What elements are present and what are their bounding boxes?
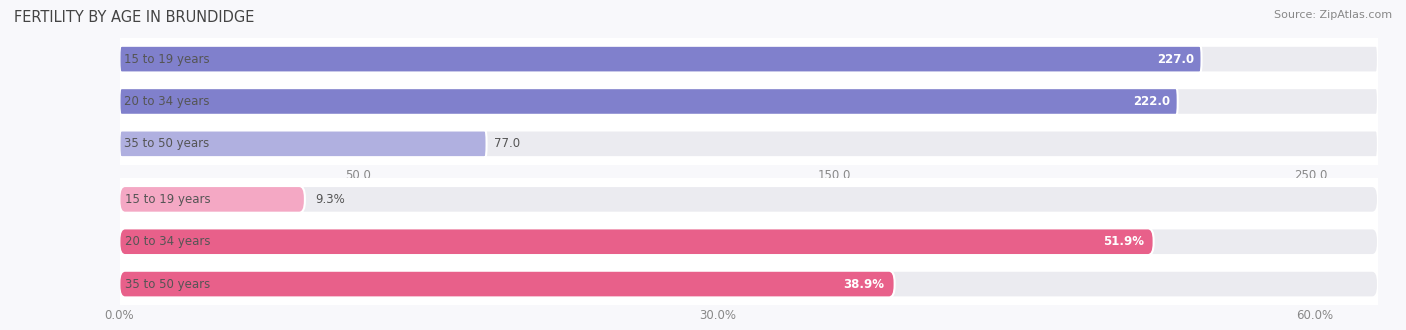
Text: 15 to 19 years: 15 to 19 years — [125, 193, 211, 206]
FancyBboxPatch shape — [120, 88, 1178, 115]
Text: 35 to 50 years: 35 to 50 years — [125, 278, 211, 291]
Text: 35 to 50 years: 35 to 50 years — [124, 137, 209, 150]
Text: 51.9%: 51.9% — [1102, 235, 1143, 248]
FancyBboxPatch shape — [120, 130, 486, 157]
Text: 15 to 19 years: 15 to 19 years — [124, 52, 209, 66]
Text: 20 to 34 years: 20 to 34 years — [125, 235, 211, 248]
FancyBboxPatch shape — [120, 186, 1378, 213]
Text: 227.0: 227.0 — [1157, 52, 1194, 66]
Text: 77.0: 77.0 — [494, 137, 520, 150]
FancyBboxPatch shape — [120, 46, 1378, 73]
Text: 9.3%: 9.3% — [315, 193, 344, 206]
FancyBboxPatch shape — [120, 130, 1378, 157]
Text: FERTILITY BY AGE IN BRUNDIDGE: FERTILITY BY AGE IN BRUNDIDGE — [14, 10, 254, 25]
FancyBboxPatch shape — [120, 88, 1378, 115]
FancyBboxPatch shape — [120, 271, 894, 297]
FancyBboxPatch shape — [120, 46, 1202, 73]
Text: 20 to 34 years: 20 to 34 years — [124, 95, 209, 108]
FancyBboxPatch shape — [120, 228, 1378, 255]
Text: Source: ZipAtlas.com: Source: ZipAtlas.com — [1274, 10, 1392, 20]
Text: 222.0: 222.0 — [1133, 95, 1171, 108]
FancyBboxPatch shape — [120, 186, 305, 213]
FancyBboxPatch shape — [120, 271, 1378, 297]
Text: 38.9%: 38.9% — [844, 278, 884, 291]
FancyBboxPatch shape — [120, 228, 1154, 255]
